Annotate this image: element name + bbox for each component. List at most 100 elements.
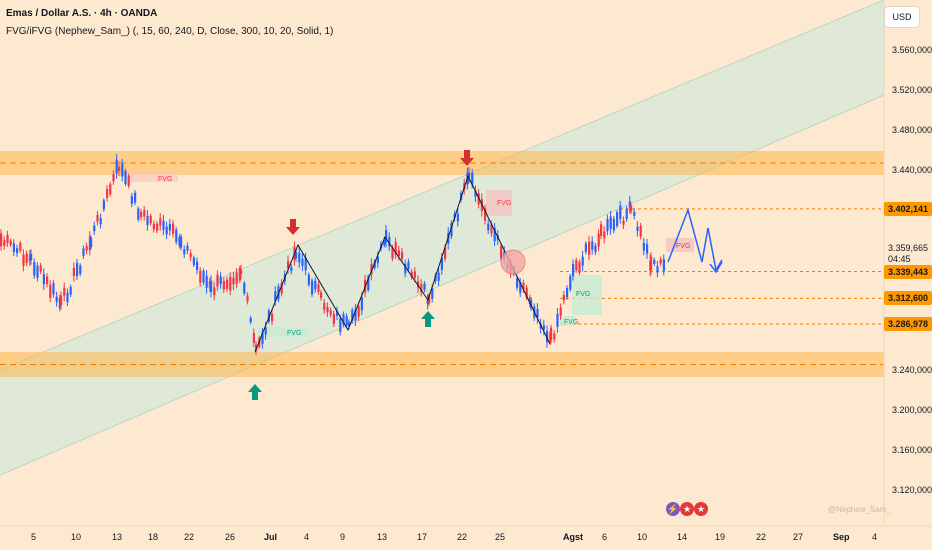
x-tick-label: 18: [148, 532, 159, 542]
fvg-box: [128, 172, 178, 182]
candle: [616, 212, 619, 227]
candle: [407, 261, 410, 270]
candle: [360, 297, 363, 311]
candle: [235, 272, 238, 284]
candle: [249, 317, 252, 323]
price-badge[interactable]: 3.312,600: [884, 291, 932, 306]
candle: [46, 276, 49, 285]
candle: [311, 280, 314, 295]
candle: [550, 327, 553, 341]
candle: [612, 218, 615, 231]
candle: [298, 252, 301, 263]
candle: [342, 314, 345, 325]
candle: [252, 333, 255, 343]
highlight-circle: [500, 249, 526, 275]
candle: [82, 248, 85, 256]
candle: [456, 213, 459, 222]
price-badge[interactable]: 3.286,978: [884, 317, 932, 332]
candle: [172, 223, 175, 234]
y-tick-label: 3.240,000: [892, 365, 932, 375]
x-tick-label: Sep: [833, 532, 850, 542]
candle: [493, 227, 496, 242]
watermark: @Nephew_Sam_: [828, 505, 891, 514]
candle: [584, 243, 587, 252]
fvg-box: [258, 327, 308, 337]
candle: [553, 333, 556, 340]
x-tick-label: 10: [71, 532, 82, 542]
candle: [410, 271, 413, 277]
candle: [329, 310, 332, 315]
candle: [210, 280, 213, 292]
candle: [290, 267, 293, 272]
candle: [159, 218, 162, 226]
candle: [60, 295, 63, 306]
candle: [656, 265, 659, 273]
zigzag-line: [254, 174, 551, 353]
candle: [121, 163, 124, 177]
x-tick-label: 6: [602, 532, 608, 542]
candle: [16, 248, 19, 254]
candle: [205, 275, 208, 288]
currency-button[interactable]: USD: [884, 6, 920, 28]
candle: [397, 250, 400, 257]
candle: [9, 240, 12, 245]
candle: [639, 225, 642, 237]
candle: [63, 287, 66, 296]
candle: [556, 313, 559, 327]
candle: [370, 264, 373, 275]
us-flag-icon[interactable]: ★: [680, 502, 694, 516]
candle: [175, 229, 178, 243]
candle: [66, 292, 69, 302]
candle: [55, 296, 58, 302]
candle: [525, 287, 528, 298]
lightning-icon[interactable]: ⚡: [666, 502, 680, 516]
candle: [646, 244, 649, 254]
candle: [413, 271, 416, 279]
candle: [140, 211, 143, 218]
candle: [357, 305, 360, 317]
candle: [622, 220, 625, 225]
candle: [93, 225, 96, 232]
candle: [28, 254, 31, 262]
x-tick-label: 10: [637, 532, 648, 542]
fvg-box: [486, 190, 512, 216]
candle: [385, 230, 388, 243]
price-badge[interactable]: 3.339,443: [884, 264, 932, 279]
candle: [39, 265, 42, 272]
candle: [36, 265, 39, 278]
last-price-value: 3.359,665: [888, 243, 929, 254]
candle: [264, 327, 267, 335]
candle: [487, 223, 490, 231]
x-tick-label: 13: [112, 532, 123, 542]
candle: [99, 218, 102, 225]
candle: [109, 184, 112, 195]
candle: [522, 282, 525, 290]
indicator-legend[interactable]: FVG/iFVG (Nephew_Sam_) (, 15, 60, 240, D…: [6, 26, 334, 37]
price-badge[interactable]: 3.402,141: [884, 201, 932, 216]
candle: [642, 242, 645, 251]
candle: [238, 268, 241, 281]
candle: [304, 257, 307, 271]
candle: [528, 297, 531, 304]
x-tick-label: Agst: [563, 532, 583, 542]
candle: [127, 175, 130, 187]
candle: [468, 172, 471, 178]
candle: [394, 242, 397, 255]
candle: [180, 236, 183, 248]
candle: [0, 233, 3, 247]
candle: [484, 208, 487, 221]
x-tick-label: 17: [417, 532, 428, 542]
candle: [519, 282, 522, 293]
us-flag-icon[interactable]: ★: [694, 502, 708, 516]
candle: [440, 258, 443, 270]
y-tick-label: 3.560,000: [892, 45, 932, 55]
candle: [417, 281, 420, 288]
symbol-title: Emas / Dollar A.S. · 4h · OANDA: [6, 8, 158, 19]
candle: [79, 265, 82, 274]
candle: [3, 240, 6, 246]
x-tick-label: 14: [677, 532, 688, 542]
candle: [653, 259, 656, 264]
candle: [428, 295, 431, 304]
